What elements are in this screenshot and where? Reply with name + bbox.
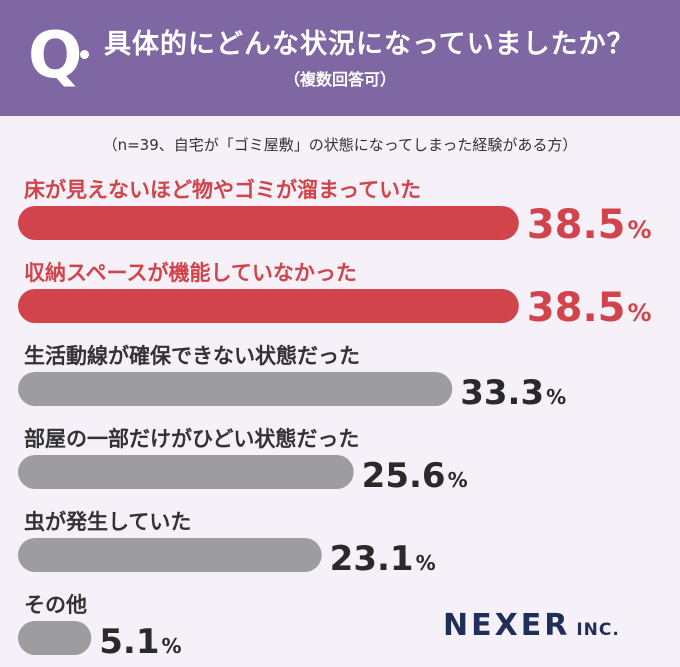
- bar: [18, 206, 519, 240]
- bar: [18, 455, 354, 489]
- q-mark: Q: [28, 19, 83, 93]
- category-label: 虫が発生していた: [24, 510, 191, 534]
- sample-note: （n=39、自宅が「ゴミ屋敷」の状態になってしまった経験がある方）: [102, 136, 578, 154]
- question-subtitle: （複数回答可）: [283, 70, 396, 89]
- value-label: 38.5%: [527, 202, 652, 248]
- value-label: 23.1%: [330, 539, 436, 579]
- category-label: その他: [24, 593, 87, 617]
- nexer-logo: NEXER INC.: [443, 608, 620, 643]
- logo-sub-text: INC.: [576, 620, 620, 640]
- bar: [18, 621, 92, 655]
- value-label: 33.3%: [460, 373, 566, 413]
- bar: [18, 538, 322, 572]
- bar: [18, 372, 453, 406]
- category-label: 部屋の一部だけがひどい状態だった: [24, 427, 359, 451]
- value-label: 25.6%: [362, 456, 468, 496]
- category-label: 床が見えないほど物やゴミが溜まっていた: [24, 178, 421, 202]
- logo-main-text: NEXER: [443, 608, 571, 643]
- value-label: 38.5%: [527, 285, 652, 331]
- bar: [18, 289, 519, 323]
- category-label: 生活動線が確保できない状態だった: [24, 344, 360, 368]
- q-dot: [80, 50, 89, 59]
- question-title: 具体的にどんな状況になっていましたか？: [104, 29, 635, 60]
- question-header: Q 具体的にどんな状況になっていましたか？ （複数回答可）: [0, 0, 680, 116]
- value-label: 5.1%: [99, 622, 181, 662]
- category-label: 収納スペースが機能していなかった: [24, 261, 357, 285]
